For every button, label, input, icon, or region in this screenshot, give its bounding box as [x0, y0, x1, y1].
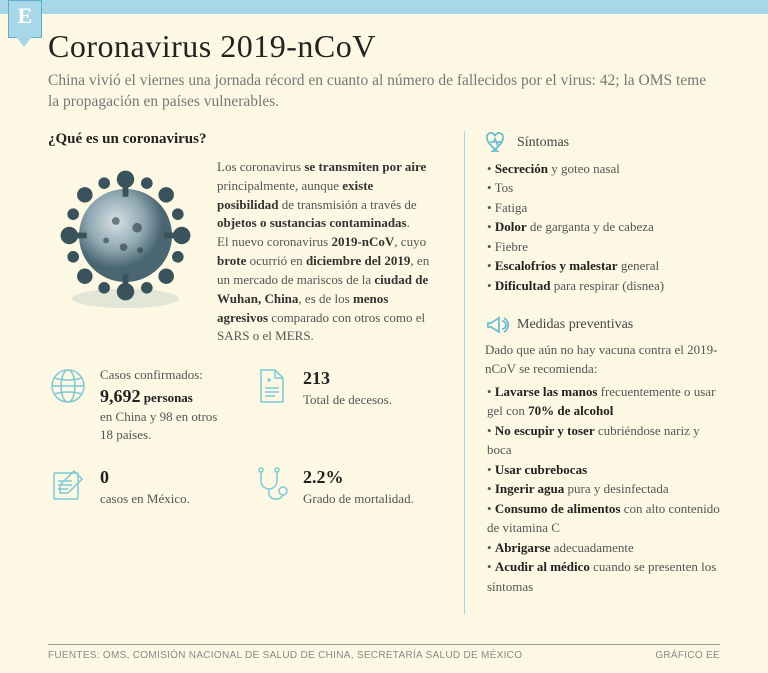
stat-mexico: 0 casos en México.: [48, 465, 233, 507]
top-accent-bar: [0, 0, 768, 14]
prevention-heading: Medidas preventivas: [517, 317, 633, 333]
heart-icon: [485, 131, 509, 155]
logo-tail: [16, 37, 32, 47]
mortality-label: Grado de mortalidad.: [303, 491, 414, 506]
prevention-intro: Dado que aún no hay vacuna contra el 201…: [485, 341, 720, 377]
note-icon: [48, 465, 88, 505]
deaths-value: 213: [303, 368, 330, 388]
left-column: ¿Qué es un coronavirus?: [48, 131, 436, 614]
footer: FUENTES: OMS, COMISIÓN NACIONAL DE SALUD…: [48, 644, 720, 661]
stethoscope-icon: [251, 465, 291, 505]
mexico-label: casos en México.: [100, 491, 190, 506]
confirmed-post: en China y 98 en otros 18 países.: [100, 409, 217, 442]
virus-illustration: [48, 158, 203, 313]
footer-credit: GRÁFICO EE: [655, 650, 720, 661]
logo-tab: E: [8, 0, 42, 38]
page-title: Coronavirus 2019-nCoV: [48, 28, 720, 65]
mortality-value: 2.2%: [303, 467, 344, 487]
page-subtitle: China vivió el viernes una jornada récor…: [48, 71, 720, 113]
symptoms-list: • Secreción y goteo nasal• Tos• Fatiga• …: [485, 159, 720, 296]
logo-letter: E: [18, 3, 33, 29]
mexico-value: 0: [100, 467, 109, 487]
question-heading: ¿Qué es un coronavirus?: [48, 131, 436, 148]
prevention-list: • Lavarse las manos frecuentemente o usa…: [485, 382, 720, 597]
stat-confirmed: Casos confirmados: 9,692 personas en Chi…: [48, 366, 233, 443]
megaphone-icon: [485, 313, 509, 337]
symptoms-heading: Síntomas: [517, 135, 569, 151]
stat-mortality: 2.2% Grado de mortalidad.: [251, 465, 436, 507]
confirmed-unit: personas: [144, 390, 193, 405]
footer-sources: FUENTES: OMS, COMISIÓN NACIONAL DE SALUD…: [48, 650, 522, 661]
deaths-label: Total de decesos.: [303, 392, 392, 407]
virus-description: Los coronavirus se transmiten por aire p…: [217, 158, 436, 346]
document-icon: [251, 366, 291, 406]
stat-deaths: 213 Total de decesos.: [251, 366, 436, 443]
globe-icon: [48, 366, 88, 406]
right-column: Síntomas • Secreción y goteo nasal• Tos•…: [464, 131, 720, 614]
confirmed-pre: Casos confirmados:: [100, 367, 203, 382]
confirmed-value: 9,692: [100, 386, 141, 406]
